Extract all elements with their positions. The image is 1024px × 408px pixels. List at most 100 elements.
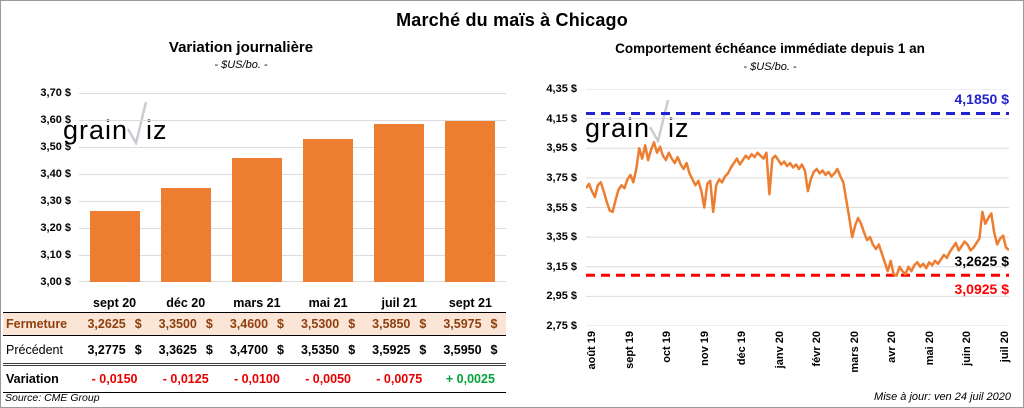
table-cell: - 0,0050 [292, 372, 363, 386]
y-axis-tick-label: 2,75 $ [546, 320, 577, 332]
y-axis-tick-label: 3,75 $ [546, 171, 577, 184]
gridline [79, 255, 506, 256]
cell-value: 3,5300 [300, 317, 340, 331]
cell-value: - 0,0125 [162, 372, 209, 386]
currency-symbol: $ [490, 342, 498, 357]
table-cell: 3,3625 $ [150, 343, 221, 357]
table-cell: 3,3500 $ [150, 317, 221, 331]
x-axis-tick-label: oct 19 [661, 331, 673, 363]
currency-symbol: $ [348, 342, 356, 357]
table-cell: 3,5850 $ [364, 317, 435, 331]
y-axis-tick-label: 3,20 $ [40, 222, 71, 234]
currency-symbol: $ [277, 317, 284, 331]
cell-value: 3,5850 [372, 317, 411, 331]
table-cell: 3,5975 $ [435, 317, 506, 331]
page-title: Marché du maïs à Chicago [396, 10, 628, 30]
table-cell: 3,2775 $ [79, 343, 150, 357]
y-axis-tick-label: 3,60 $ [40, 114, 71, 126]
y-axis-tick-label: 3,15 $ [546, 260, 577, 273]
price-line [584, 141, 1010, 277]
column-header: juil 21 [381, 295, 417, 310]
table-cell: 3,5300 $ [292, 317, 363, 331]
bar [231, 157, 282, 282]
x-axis-tick-label: sept 19 [623, 331, 636, 369]
gridline [79, 228, 506, 229]
update-note: Mise à jour: ven 24 juil 2020 [874, 391, 1011, 403]
currency-symbol: $ [205, 317, 213, 331]
bar [374, 124, 425, 282]
bar [445, 120, 496, 282]
bar-chart-subtitle: - $US/bo. - [214, 59, 268, 71]
x-axis-tick-label: août 19 [586, 331, 598, 370]
line-chart-title: Comportement échéance immédiate depuis 1… [615, 41, 925, 56]
table-cell: 3,4700 $ [221, 343, 292, 357]
bar [303, 138, 354, 282]
line-chart-subtitle: - $US/bo. - [743, 61, 797, 73]
table-cell: - 0,0100 [221, 372, 292, 386]
table-row: Variation - 0,0150 - 0,0125 - 0,0100 - 0,005… [3, 366, 506, 393]
x-axis-tick-label: mai 20 [923, 331, 936, 366]
x-axis-tick-label: avr 20 [886, 331, 898, 363]
check-icon [126, 101, 148, 145]
cell-value: 3,4700 [229, 342, 269, 357]
row-label: Précédent [6, 342, 63, 357]
source-note: Source: CME Group [5, 392, 100, 404]
gridline [79, 281, 506, 282]
gridline [79, 174, 506, 175]
current-price-label: 3,2625 $ [954, 253, 1010, 270]
y-axis-tick-label: 3,55 $ [546, 201, 577, 214]
column-header: sept 21 [448, 295, 492, 310]
table-cell: 3,4600 $ [221, 317, 292, 331]
y-axis-tick-label: 3,35 $ [546, 231, 577, 244]
x-axis-tick-label: mars 20 [848, 331, 861, 373]
table-cell: 3,2625 $ [79, 317, 150, 331]
table-row: Fermeture 3,2625 $3,3500 $ 3,4600 $3,5300 $3,5… [3, 312, 506, 336]
y-axis-tick-label: 3,95 $ [546, 142, 577, 155]
resistance-price-label: 4,1850 $ [954, 91, 1010, 108]
bar [89, 211, 140, 282]
cell-value: 3,5975 [443, 317, 482, 331]
cell-value: 3,5350 [300, 342, 340, 357]
x-axis-tick-label: janv 20 [773, 331, 786, 369]
currency-symbol: $ [134, 342, 142, 357]
currency-symbol: $ [419, 342, 427, 357]
bar-chart-plot [79, 93, 506, 282]
table-cell: - 0,0150 [79, 372, 150, 386]
y-axis-tick-label: 3,00 $ [40, 276, 71, 288]
row-label: Fermeture [6, 317, 68, 331]
cell-value: 3,2625 [87, 317, 126, 331]
cell-value: - 0,0150 [91, 372, 138, 386]
table-cell: - 0,0125 [150, 372, 221, 386]
currency-symbol: $ [419, 317, 427, 331]
watermark-text-iz: iz [146, 115, 168, 145]
cell-value: + 0,0025 [445, 372, 495, 386]
column-header: mars 21 [233, 295, 281, 310]
y-axis-tick-label: 3,30 $ [40, 195, 71, 207]
x-axis-tick-label: déc 19 [736, 331, 748, 366]
gridline [79, 93, 506, 94]
table-cell: 3,5350 $ [292, 343, 363, 357]
table-cell: + 0,0025 [435, 372, 506, 386]
table-header-row: sept 20 déc 20 mars 21 mai 21 juil 21 sept 21 [3, 293, 506, 312]
table-row: Précédent 3,2775 $3,3625 $3,4700 $3,5350 $3,5… [3, 336, 506, 366]
x-axis-tick-label: juin 20 [961, 331, 973, 366]
watermark-text-grain: grain [63, 115, 129, 145]
cell-value: 3,3625 [158, 342, 197, 357]
currency-symbol: $ [134, 317, 142, 331]
gridline [79, 147, 506, 148]
currency-symbol: $ [348, 317, 356, 331]
cell-value: 3,5925 [372, 342, 411, 357]
bar-chart-title: Variation journalière [168, 39, 314, 56]
gridline [79, 120, 506, 121]
quotes-table: sept 20 déc 20 mars 21 mai 21 juil 21 sept 21… [3, 293, 506, 393]
currency-symbol: $ [277, 342, 284, 357]
y-axis-tick-label: 3,10 $ [40, 249, 71, 261]
line-chart-plot [584, 88, 1010, 327]
bar [160, 187, 211, 282]
support-price-label: 3,0925 $ [954, 281, 1010, 298]
currency-symbol: $ [490, 317, 498, 331]
cell-value: 3,4600 [229, 317, 269, 331]
cell-value: - 0,0075 [376, 372, 423, 386]
watermark-text-iz: iz [668, 113, 690, 143]
